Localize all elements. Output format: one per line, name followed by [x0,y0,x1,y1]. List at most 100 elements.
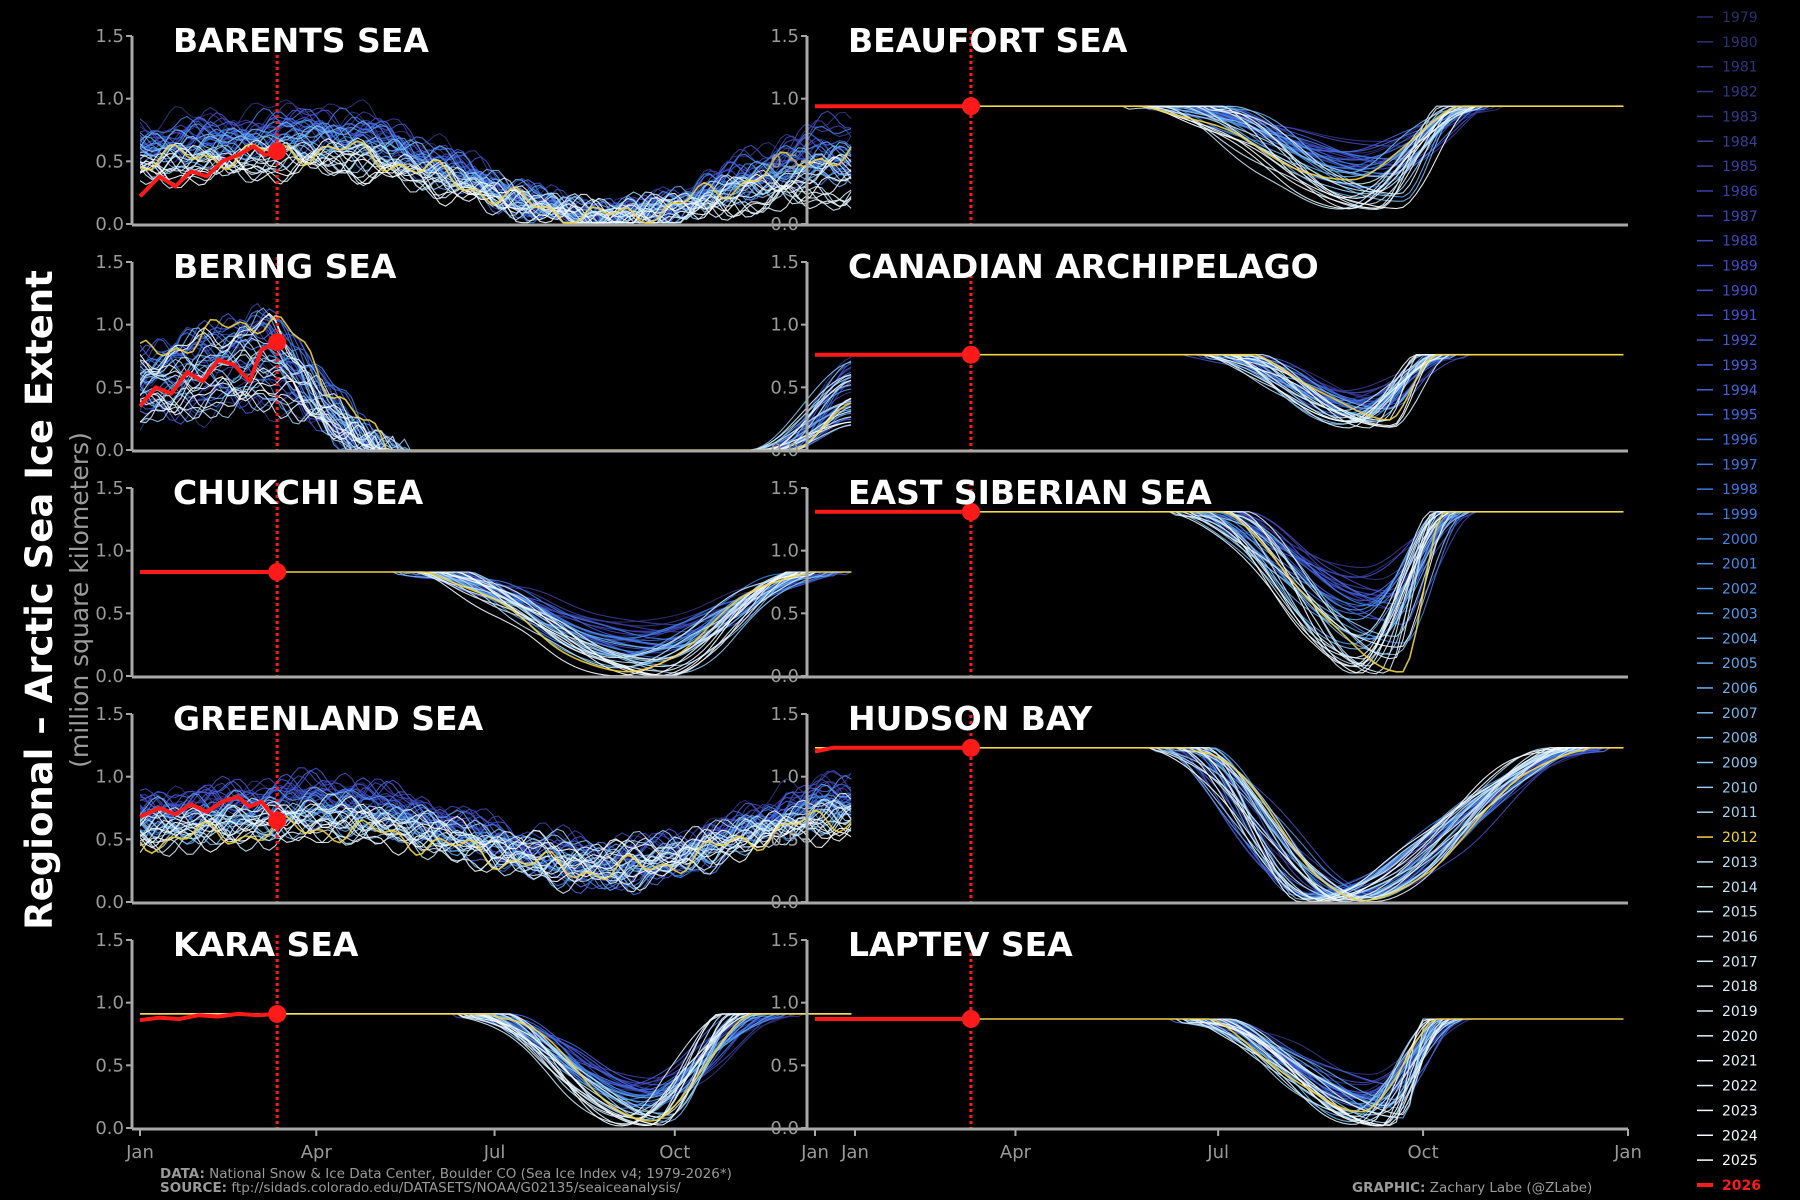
line-2025 [815,354,1624,422]
current-value-dot [268,811,287,830]
y-tick-label: 1.0 [770,767,799,788]
line-2024 [815,1018,1624,1127]
line-2018 [815,354,1624,428]
line-2010 [815,511,1624,665]
current-value-dot [268,142,287,161]
legend-label-1980: 1980 [1722,35,1758,51]
line-2009 [815,354,1624,425]
y-tick-label: 1.0 [95,315,124,336]
line-2009 [140,125,852,224]
line-2025 [140,152,852,224]
line-2026 [138,144,278,198]
legend-label-2019: 2019 [1722,1004,1758,1020]
year-lines [815,105,1624,211]
legend-label-2026: 2026 [1722,1178,1761,1194]
line-2007 [140,125,852,224]
legend-label-2014: 2014 [1722,880,1758,896]
legend-label-2002: 2002 [1722,582,1758,598]
y-tick-label: 0.5 [770,1055,799,1076]
legend-label-1997: 1997 [1722,457,1758,473]
year-lines [140,1013,852,1127]
footer-source: SOURCE: ftp://sidads.colorado.edu/DATASE… [160,1181,681,1196]
y-tick-label: 1.5 [770,26,799,47]
line-1993 [815,354,1624,405]
y-tick-label: 1.0 [95,993,124,1014]
legend-label-1979: 1979 [1722,10,1758,26]
legend-label-2005: 2005 [1722,656,1758,672]
line-2012 [140,809,852,881]
line-2015 [815,354,1624,423]
legend-label-1991: 1991 [1722,308,1758,324]
legend-label-1992: 1992 [1722,333,1758,349]
panel-chukchi-sea: 0.0 0.5 1.0 1.5 CHUKCHI SEA [95,473,855,687]
y-tick-label: 0.0 [95,440,124,461]
line-1996 [815,354,1624,402]
line-2000 [140,1013,852,1101]
legend-label-2009: 2009 [1722,756,1758,772]
line-2010 [815,354,1624,423]
line-1987 [815,511,1624,603]
line-2010 [140,571,852,658]
line-2022 [815,1018,1624,1127]
footer-source-text: ftp://sidads.colorado.edu/DATASETS/NOAA/… [231,1180,681,1196]
legend-label-2003: 2003 [1722,606,1758,622]
legend: 1979 1980 1981 1982 1983 1984 1985 1986 1987 1988… [1697,10,1761,1194]
line-2004 [140,354,852,451]
year-lines [815,353,1624,429]
line-2026 [139,1011,278,1023]
y-tick-label: 0.5 [95,603,124,624]
legend-label-2013: 2013 [1722,855,1758,871]
x-tick-label: Jan [125,1142,154,1163]
current-value-dot [268,562,287,581]
line-2006 [815,354,1624,421]
line-2020 [815,354,1624,429]
line-2016 [815,511,1624,675]
year-lines [815,510,1624,675]
y-tick-label: 0.0 [95,666,124,687]
legend-label-2004: 2004 [1722,631,1758,647]
line-2020 [815,511,1624,664]
legend-label-2008: 2008 [1722,731,1758,747]
line-2023 [140,156,852,224]
line-2006 [140,1013,852,1099]
line-2006 [815,511,1624,621]
line-2007 [815,1018,1624,1112]
panel-canadian-archipelago: 0.0 0.5 1.0 1.5 CANADIAN ARCHIPELAGO [770,247,1628,461]
y-tick-label: 1.0 [770,541,799,562]
legend-label-2015: 2015 [1722,905,1758,921]
line-2021 [815,511,1624,659]
main-y-label: Regional – Arctic Sea Ice Extent [18,270,61,930]
y-tick-label: 1.0 [770,993,799,1014]
legend-label-1986: 1986 [1722,184,1758,200]
y-tick-label: 1.0 [770,315,799,336]
legend-label-2022: 2022 [1722,1079,1758,1095]
panel-title: CANADIAN ARCHIPELAGO [848,247,1319,286]
y-tick-label: 1.5 [95,478,124,499]
legend-label-2024: 2024 [1722,1128,1758,1144]
y-tick-label: 0.0 [770,440,799,461]
year-lines [140,767,852,896]
y-tick-label: 0.5 [95,151,124,172]
line-2000 [815,354,1624,417]
current-value-dot [961,1009,980,1028]
line-2013 [815,354,1624,419]
legend-label-2010: 2010 [1722,780,1758,796]
footer-graphic-label: GRAPHIC: [1352,1180,1426,1196]
legend-label-1989: 1989 [1722,259,1758,275]
y-tick-label: 0.0 [95,892,124,913]
legend-label-2025: 2025 [1722,1153,1758,1169]
x-tick-label: Oct [659,1142,690,1163]
current-value-dot [268,333,287,352]
footer-data-text: National Snow & Ice Data Center, Boulder… [209,1166,732,1182]
line-2019 [815,354,1624,420]
line-1996 [815,511,1624,615]
line-1981 [815,354,1624,401]
y-tick-label: 0.0 [770,214,799,235]
y-tick-label: 0.0 [95,214,124,235]
panel-title: KARA SEA [173,925,359,964]
legend-label-2016: 2016 [1722,929,1758,945]
line-2009 [815,511,1624,655]
legend-label-2017: 2017 [1722,954,1758,970]
legend-label-1982: 1982 [1722,85,1758,101]
year-lines [140,571,852,677]
